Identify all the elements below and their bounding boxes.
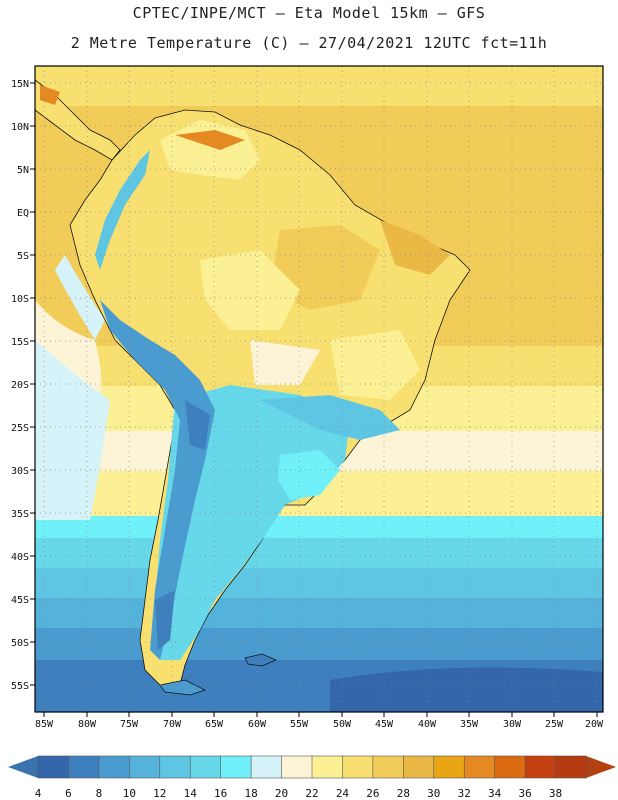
lat-label: 20S bbox=[11, 380, 29, 391]
lon-label: 80W bbox=[78, 719, 97, 730]
lon-label: 30W bbox=[503, 719, 522, 730]
legend-tick-label: 16 bbox=[214, 787, 227, 800]
legend-tick-label: 14 bbox=[184, 787, 198, 800]
legend-tick-label: 18 bbox=[244, 787, 257, 800]
legend-swatch bbox=[524, 755, 557, 779]
lat-label: 30S bbox=[11, 466, 29, 477]
lon-label: 20W bbox=[585, 719, 604, 730]
legend-tick-label: 12 bbox=[153, 787, 166, 800]
legend-tick-label: 38 bbox=[549, 787, 562, 800]
under-range-arrow bbox=[8, 756, 38, 778]
longitude-labels: 85W 80W 75W 70W 65W 60W 55W 50W 45W 40W … bbox=[35, 719, 604, 730]
lat-label: 50S bbox=[11, 638, 29, 649]
lon-label: 85W bbox=[35, 719, 54, 730]
legend-swatch bbox=[159, 755, 192, 779]
legend-swatch bbox=[98, 755, 131, 779]
map-frame bbox=[34, 65, 604, 713]
legend-tick-label: 28 bbox=[397, 787, 410, 800]
lat-label: 55S bbox=[11, 681, 29, 692]
legend-swatch bbox=[494, 755, 526, 779]
legend-swatch bbox=[281, 755, 313, 779]
legend-tick-label: 20 bbox=[275, 787, 288, 800]
lat-label: 15N bbox=[11, 79, 29, 90]
lat-label: 25S bbox=[11, 423, 29, 434]
lat-label: 10S bbox=[11, 294, 29, 305]
legend-tick-label: 10 bbox=[123, 787, 136, 800]
over-range-arrow bbox=[586, 756, 616, 778]
lat-label: 10N bbox=[11, 122, 29, 133]
legend-swatch bbox=[220, 755, 252, 779]
legend-tick-label: 26 bbox=[366, 787, 379, 800]
legend-tick-label: 22 bbox=[305, 787, 318, 800]
legend-swatch bbox=[372, 755, 405, 779]
lon-label: 35W bbox=[460, 719, 479, 730]
lon-label: 40W bbox=[418, 719, 437, 730]
lat-label: 5S bbox=[17, 251, 29, 262]
legend-tick-label: 32 bbox=[458, 787, 471, 800]
legend-swatch bbox=[433, 755, 466, 779]
legend-tick-label: 4 bbox=[35, 787, 42, 800]
map-field bbox=[35, 66, 603, 712]
legend-swatch bbox=[311, 755, 344, 779]
legend-swatch bbox=[37, 755, 70, 779]
lat-label: 45S bbox=[11, 595, 29, 606]
color-legend: 4 6 8 10 12 14 16 18 20 22 24 26 28 30 32 34 36 38 bbox=[8, 755, 616, 800]
legend-tick-label: 8 bbox=[96, 787, 103, 800]
latitude-labels: 15N 10N 5N EQ 5S 10S 15S 20S 25S 30S 35S… bbox=[11, 79, 29, 692]
legend-swatch bbox=[129, 755, 161, 779]
lon-label: 55W bbox=[290, 719, 309, 730]
legend-swatch bbox=[403, 755, 435, 779]
lon-label: 65W bbox=[205, 719, 224, 730]
legend-tick-label: 36 bbox=[518, 787, 531, 800]
legend-swatch bbox=[250, 755, 283, 779]
lon-label: 45W bbox=[375, 719, 394, 730]
lon-label: 50W bbox=[333, 719, 352, 730]
lat-label: 5N bbox=[17, 165, 29, 176]
legend-tick-label: 30 bbox=[427, 787, 440, 800]
legend-swatch bbox=[555, 755, 587, 779]
legend-tick-label: 6 bbox=[65, 787, 72, 800]
lon-label: 70W bbox=[163, 719, 182, 730]
map-title: CPTEC/INPE/MCT – Eta Model 15km – GFS bbox=[132, 4, 486, 22]
legend-swatch bbox=[189, 755, 222, 779]
legend-swatch bbox=[68, 755, 100, 779]
legend-swatch bbox=[342, 755, 374, 779]
legend-tick-label: 34 bbox=[488, 787, 502, 800]
legend-tick-label: 24 bbox=[336, 787, 350, 800]
lon-label: 75W bbox=[120, 719, 139, 730]
legend-swatch bbox=[463, 755, 496, 779]
lat-label: 35S bbox=[11, 509, 29, 520]
lat-label: 40S bbox=[11, 552, 29, 563]
map-subtitle: 2 Metre Temperature (C) – 27/04/2021 12U… bbox=[70, 34, 548, 52]
lat-label: 15S bbox=[11, 337, 29, 348]
lat-label: EQ bbox=[17, 208, 29, 219]
lon-label: 25W bbox=[545, 719, 564, 730]
lon-label: 60W bbox=[248, 719, 267, 730]
